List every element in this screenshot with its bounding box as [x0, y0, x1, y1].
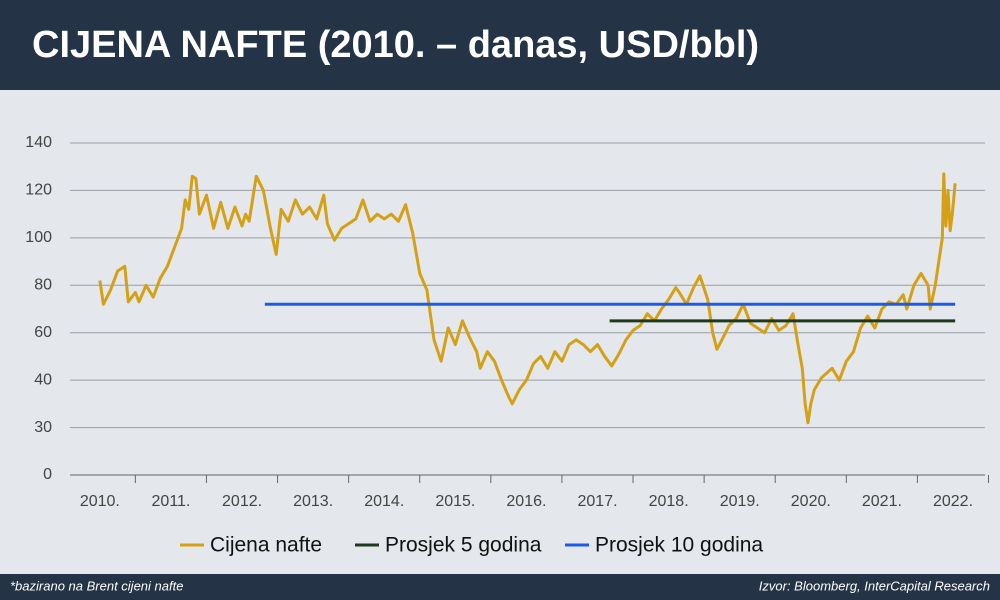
y-tick-label: 0	[43, 466, 52, 483]
footnote: *bazirano na Brent cijeni nafte	[10, 578, 183, 593]
legend-label: Cijena nafte	[210, 534, 322, 557]
x-tick-label: 2021.	[862, 493, 902, 510]
y-tick-label: 120	[25, 182, 52, 199]
x-tick-label: 2014.	[364, 493, 404, 510]
x-tick-label: 2022.	[933, 493, 973, 510]
y-tick-label: 40	[34, 371, 52, 388]
series-line	[98, 172, 957, 425]
y-tick-label: 30	[34, 419, 52, 436]
x-tick-label: 2017.	[578, 493, 618, 510]
x-tick-label: 2018.	[649, 493, 689, 510]
y-tick-label: 140	[25, 134, 52, 151]
x-tick-label: 2016.	[506, 493, 546, 510]
chart-title: CIJENA NAFTE (2010. – danas, USD/bbl)	[32, 24, 759, 66]
y-tick-label: 80	[34, 277, 52, 294]
y-tick-label: 100	[25, 229, 52, 246]
x-tick-label: 2019.	[720, 493, 760, 510]
y-tick-label: 60	[34, 324, 52, 341]
x-tick-label: 2011.	[152, 493, 191, 510]
x-tick-label: 2010.	[80, 493, 120, 510]
x-tick-label: 2013.	[293, 493, 333, 510]
legend-label: Prosjek 10 godina	[595, 534, 763, 557]
x-tick-label: 2015.	[435, 493, 475, 510]
header	[0, 0, 1000, 90]
x-tick-label: 2012.	[222, 493, 262, 510]
footer	[0, 574, 1000, 600]
x-tick-label: 2020.	[791, 493, 831, 510]
source: Izvor: Bloomberg, InterCapital Research	[759, 578, 990, 593]
legend-label: Prosjek 5 godina	[385, 534, 542, 557]
